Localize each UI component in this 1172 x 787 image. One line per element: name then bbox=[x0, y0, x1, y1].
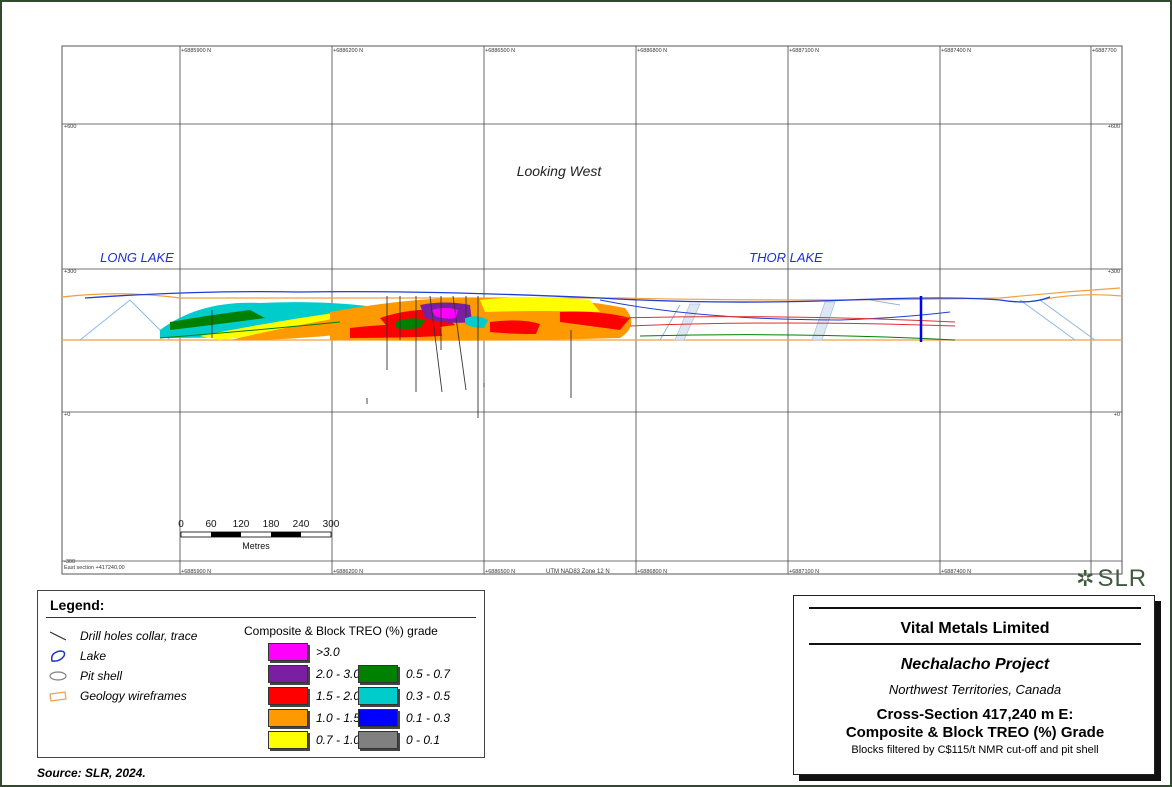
grade-swatch bbox=[358, 687, 398, 705]
scale-tick-label: 0 bbox=[178, 519, 184, 530]
pit-shell-icon bbox=[49, 671, 67, 681]
grade-swatch-label: 0.7 - 1.0 bbox=[316, 733, 361, 747]
legend-item-lake: Lake bbox=[48, 649, 106, 663]
bottom-northing-label: +6887100 N bbox=[789, 569, 819, 575]
source-note: Source: SLR, 2024. bbox=[37, 766, 146, 780]
title-rule-top bbox=[809, 607, 1141, 609]
title-rule-mid bbox=[809, 643, 1141, 645]
looking-west-label: Looking West bbox=[517, 163, 603, 179]
grade-swatch-label: 0 - 0.1 bbox=[406, 733, 441, 747]
legend-item-label: Drill holes collar, trace bbox=[80, 629, 198, 643]
top-northing-label: +6886200 N bbox=[333, 48, 363, 54]
grade-swatch bbox=[268, 709, 308, 727]
project-name: Nechalacho Project bbox=[900, 656, 1050, 673]
scale-tick-label: 240 bbox=[293, 519, 310, 530]
elevation-label-left: +0 bbox=[64, 412, 70, 418]
top-northing-label: +6886500 N bbox=[485, 48, 515, 54]
east-section-label: East section +417240.00 bbox=[64, 565, 125, 571]
section-title-line-1: Cross-Section 417,240 m E: bbox=[876, 706, 1074, 723]
grade-swatch bbox=[358, 731, 398, 749]
legend-title: Legend: bbox=[50, 597, 105, 613]
elevation-label-right: +300 bbox=[1108, 269, 1120, 275]
grade-swatch-label: 0.5 - 0.7 bbox=[406, 667, 451, 681]
elevation-label-left: +600 bbox=[64, 124, 76, 130]
elevation-label-left: -300 bbox=[64, 559, 75, 565]
grade-swatch-label: 0.3 - 0.5 bbox=[406, 689, 451, 703]
thor-lake-label: THOR LAKE bbox=[749, 250, 823, 265]
elevation-label-right: +600 bbox=[1108, 124, 1120, 130]
legend-item-pit-shell: Pit shell bbox=[48, 669, 122, 683]
legend-item-label: Geology wireframes bbox=[80, 689, 187, 703]
scale-tick-label: 60 bbox=[205, 519, 217, 530]
pit-shell-fills bbox=[674, 301, 836, 341]
utm-zone-label: UTM NAD83 Zone 12 N bbox=[546, 569, 610, 575]
section-title-line-2: Composite & Block TREO (%) Grade bbox=[845, 724, 1105, 741]
slr-logo-text: SLR bbox=[1097, 565, 1148, 592]
grade-swatch bbox=[268, 643, 308, 661]
bottom-northing-label: +6886200 N bbox=[333, 569, 363, 575]
lake-outline-icon bbox=[50, 650, 66, 662]
top-northing-label: +6885900 N bbox=[181, 48, 211, 54]
wireframe-icon bbox=[49, 691, 67, 702]
grade-swatch-label: >3.0 bbox=[316, 645, 340, 659]
grade-swatch bbox=[268, 687, 308, 705]
long-lake-label: LONG LAKE bbox=[100, 250, 174, 265]
cross-section-view: Looking West LONG LAKE THOR LAKE +688590… bbox=[61, 45, 1123, 575]
bottom-northing-label: +6885900 N bbox=[181, 569, 211, 575]
bottom-northing-label: +6886800 N bbox=[637, 569, 667, 575]
lake-outline bbox=[84, 290, 1051, 303]
grade-swatch-label: 1.0 - 1.5 bbox=[316, 711, 361, 725]
top-northing-label: +6887400 N bbox=[941, 48, 971, 54]
company-name: Vital Metals Limited bbox=[900, 620, 1050, 637]
bottom-northing-label: +6886500 N bbox=[485, 569, 515, 575]
legend-divider bbox=[46, 617, 476, 618]
scale-tick-label: 180 bbox=[263, 519, 280, 530]
scale-bar: 0 60 120 180 240 300 Metres bbox=[178, 519, 340, 551]
elevation-gridlines bbox=[62, 123, 1122, 562]
grade-legend-header: Composite & Block TREO (%) grade bbox=[244, 624, 438, 638]
top-northing-label: +6887700 bbox=[1092, 48, 1117, 54]
legend-panel: Legend: Drill holes collar, trace Lake P… bbox=[37, 590, 485, 758]
grade-swatch-label: 0.1 - 0.3 bbox=[406, 711, 451, 725]
project-location: Northwest Territories, Canada bbox=[888, 682, 1062, 697]
scale-tick-label: 120 bbox=[233, 519, 250, 530]
elevation-label-left: +300 bbox=[64, 269, 76, 275]
grade-swatch bbox=[358, 709, 398, 727]
legend-item-label: Pit shell bbox=[80, 669, 123, 683]
legend-item-drill-holes: Drill holes collar, trace bbox=[48, 629, 197, 643]
block-model bbox=[160, 297, 632, 341]
drill-hole-traces bbox=[211, 295, 572, 418]
top-northing-label: +6886800 N bbox=[637, 48, 667, 54]
grade-swatch-label: 2.0 - 3.0 bbox=[316, 667, 361, 681]
top-northing-label: +6887100 N bbox=[789, 48, 819, 54]
drill-hole-line-icon bbox=[49, 631, 67, 641]
bottom-northing-label: +6887400 N bbox=[941, 569, 971, 575]
vein-wireframes bbox=[159, 316, 956, 341]
slr-logo: ✲SLR bbox=[1076, 565, 1147, 593]
title-block: Vital Metals Limited Nechalacho Project … bbox=[793, 595, 1163, 782]
filter-note: Blocks filtered by C$115/t NMR cut-off a… bbox=[851, 744, 1099, 756]
grade-swatch-label: 1.5 - 2.0 bbox=[316, 689, 361, 703]
scale-unit-label: Metres bbox=[242, 541, 270, 551]
elevation-label-right: +0 bbox=[1114, 412, 1120, 418]
legend-item-label: Lake bbox=[80, 649, 107, 663]
slr-logo-icon: ✲ bbox=[1076, 566, 1096, 591]
legend-item-geology: Geology wireframes bbox=[48, 689, 187, 703]
grade-swatch bbox=[358, 665, 398, 683]
scale-tick-label: 300 bbox=[323, 519, 340, 530]
grade-swatch bbox=[268, 731, 308, 749]
grade-swatch bbox=[268, 665, 308, 683]
